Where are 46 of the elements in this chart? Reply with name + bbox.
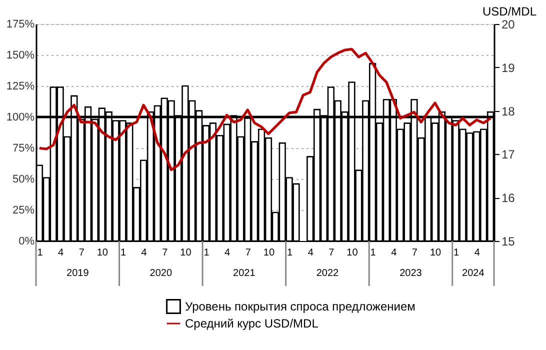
y2-tick-label: 20	[502, 18, 516, 32]
x-tick-label: 7	[78, 248, 85, 258]
legend-label: Уровень покрытия спроса предложением	[185, 300, 416, 314]
y-tick-label: 75%	[12, 142, 35, 154]
x-tick-label: 1	[204, 248, 210, 258]
y2-tick-label: 17	[502, 148, 516, 162]
x-tick-label: 10	[180, 248, 192, 258]
x-tick-label: 4	[391, 248, 398, 258]
y-tick-label: 50%	[12, 174, 35, 186]
x-tick-label: 10	[263, 248, 275, 258]
text: 2024	[462, 268, 485, 279]
x-tick-label: 1	[287, 248, 294, 258]
x-tick-label: 1	[37, 248, 44, 258]
y-tick-label: 150%	[6, 50, 35, 62]
y-tick-label: 100%	[6, 112, 35, 124]
x-tick-label: 7	[245, 248, 252, 258]
x-tick-label: 7	[162, 248, 168, 258]
x-tick-label: 10	[96, 248, 108, 258]
x-tick-label: 4	[141, 248, 148, 258]
y-tick-label: 125%	[6, 80, 35, 92]
x-tick-label: 1	[120, 248, 126, 258]
legend-label: Средний курс USD/MDL	[185, 316, 319, 330]
x-tick-label: 10	[430, 248, 442, 258]
x-tick-label: 4	[58, 248, 64, 258]
x-tick-label: 7	[412, 248, 418, 258]
line-series	[38, 48, 492, 172]
y2-tick-label: 16	[502, 191, 516, 206]
text: 2022	[316, 268, 340, 279]
y-tick-label: 0%	[18, 236, 35, 248]
text: 2020	[150, 268, 172, 279]
text: 2019	[66, 268, 90, 279]
x-tick-label: 7	[328, 248, 335, 258]
x-tick-label: 4	[474, 248, 480, 258]
x-tick-label: 10	[346, 248, 358, 258]
x-tick-label: 1	[454, 248, 460, 258]
x-tick-label: 4	[224, 248, 231, 258]
y2-tick-label: 18	[502, 104, 516, 118]
text: 2021	[233, 268, 256, 279]
y-tick-label: 25%	[12, 204, 35, 216]
x-tick-label: 1	[370, 248, 376, 258]
y2-axis-title: USD/MDL	[482, 4, 537, 18]
text: 2023	[400, 268, 422, 279]
y2-tick-label: 19	[502, 60, 516, 75]
y2-tick-label: 15	[502, 234, 516, 248]
x-tick-label: 4	[308, 248, 314, 258]
y-tick-label: 175%	[6, 18, 35, 30]
